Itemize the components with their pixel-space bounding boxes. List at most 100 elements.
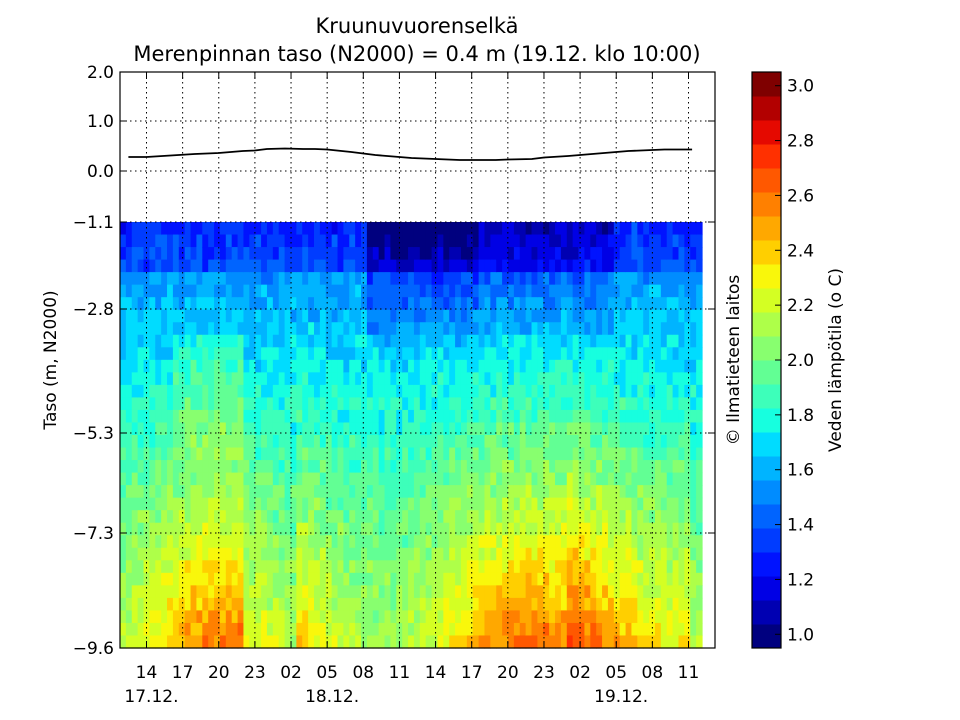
heatmap-cell bbox=[196, 234, 203, 248]
heatmap-cell bbox=[602, 359, 609, 373]
heatmap-cell bbox=[678, 610, 685, 624]
heatmap-cell bbox=[502, 522, 509, 536]
heatmap-cell bbox=[190, 497, 198, 511]
heatmap-cell bbox=[660, 309, 668, 323]
heatmap-cell bbox=[419, 234, 427, 248]
heatmap-cell bbox=[455, 334, 462, 348]
heatmap-cell bbox=[660, 522, 668, 536]
heatmap-cell bbox=[378, 422, 386, 436]
heatmap-cell bbox=[678, 284, 685, 298]
heatmap-cell bbox=[649, 622, 656, 637]
heatmap-cell bbox=[619, 397, 627, 411]
heatmap-cell bbox=[278, 309, 286, 323]
heatmap-cell bbox=[649, 347, 656, 361]
heatmap-cell bbox=[607, 384, 615, 399]
heatmap-cell bbox=[696, 409, 703, 424]
heatmap-cell bbox=[125, 522, 133, 536]
heatmap-cell bbox=[178, 384, 186, 399]
heatmap-cell bbox=[161, 322, 168, 336]
heatmap-cell bbox=[649, 460, 656, 474]
heatmap-cell bbox=[684, 234, 691, 248]
heatmap-cell bbox=[331, 447, 339, 461]
heatmap-cell bbox=[125, 560, 133, 574]
heatmap-cell bbox=[137, 510, 145, 524]
heatmap-cell bbox=[637, 347, 644, 361]
heatmap-cell bbox=[684, 522, 691, 536]
heatmap-cell bbox=[566, 435, 574, 449]
heatmap-cell bbox=[672, 309, 680, 323]
heatmap-cell bbox=[449, 322, 456, 336]
heatmap-cell bbox=[343, 522, 350, 536]
heatmap-cell bbox=[590, 510, 597, 524]
heatmap-cell bbox=[202, 309, 209, 323]
heatmap-cell bbox=[678, 247, 685, 261]
heatmap-cell bbox=[596, 297, 603, 311]
heatmap-cell bbox=[584, 435, 591, 449]
heatmap-cell bbox=[402, 622, 409, 637]
heatmap-cell bbox=[243, 572, 250, 586]
heatmap-cell bbox=[584, 334, 591, 348]
heatmap-cell bbox=[596, 309, 603, 323]
heatmap-cell bbox=[337, 522, 344, 536]
heatmap-cell bbox=[202, 585, 209, 599]
heatmap-cell bbox=[408, 447, 415, 461]
heatmap-cell bbox=[478, 322, 486, 336]
heatmap-cell bbox=[131, 597, 139, 612]
heatmap-cell bbox=[490, 322, 497, 336]
heatmap-cell bbox=[543, 272, 550, 286]
heatmap-cell bbox=[413, 297, 421, 311]
heatmap-cell bbox=[666, 259, 674, 273]
heatmap-cell bbox=[654, 622, 662, 637]
heatmap-cell bbox=[460, 435, 468, 449]
heatmap-cell bbox=[496, 222, 503, 236]
heatmap-cell bbox=[584, 347, 591, 361]
heatmap-cell bbox=[472, 635, 480, 649]
heatmap-cell bbox=[537, 272, 544, 286]
heatmap-cell bbox=[331, 522, 339, 536]
heatmap-cell bbox=[602, 585, 609, 599]
heatmap-cell bbox=[449, 472, 456, 486]
heatmap-cell bbox=[272, 384, 280, 399]
heatmap-cell bbox=[684, 334, 691, 348]
heatmap-cell bbox=[349, 397, 356, 411]
heatmap-cell bbox=[266, 247, 274, 261]
heatmap-cell bbox=[654, 472, 662, 486]
heatmap-cell bbox=[214, 635, 221, 649]
heatmap-cell bbox=[120, 409, 127, 424]
heatmap-cell bbox=[419, 435, 427, 449]
heatmap-cell bbox=[325, 510, 333, 524]
heatmap-cell bbox=[143, 272, 150, 286]
heatmap-cell bbox=[602, 497, 609, 511]
heatmap-cell bbox=[684, 535, 691, 549]
heatmap-cell bbox=[167, 422, 174, 436]
heatmap-cell bbox=[437, 610, 444, 624]
heatmap-cell bbox=[431, 510, 439, 524]
heatmap-cell bbox=[284, 297, 292, 311]
heatmap-cell bbox=[590, 585, 597, 599]
heatmap-cell bbox=[302, 635, 309, 649]
heatmap-cell bbox=[613, 522, 621, 536]
heatmap-cell bbox=[396, 485, 403, 499]
heatmap-cell bbox=[143, 309, 150, 323]
heatmap-cell bbox=[472, 460, 480, 474]
heatmap-cell bbox=[566, 472, 574, 486]
heatmap-cell bbox=[178, 572, 186, 586]
heatmap-cell bbox=[543, 359, 550, 373]
heatmap-cell bbox=[508, 497, 515, 511]
heatmap-cell bbox=[578, 397, 586, 411]
heatmap-cell bbox=[519, 522, 527, 536]
heatmap-cell bbox=[555, 284, 562, 298]
heatmap-cell bbox=[496, 497, 503, 511]
heatmap-cell bbox=[478, 572, 486, 586]
heatmap-cell bbox=[590, 309, 597, 323]
heatmap-cell bbox=[237, 247, 245, 261]
heatmap-cell bbox=[690, 472, 697, 486]
heatmap-cell bbox=[525, 372, 533, 386]
heatmap-cell bbox=[555, 247, 562, 261]
heatmap-cell bbox=[278, 347, 286, 361]
heatmap-cell bbox=[596, 222, 603, 236]
heatmap-cell bbox=[172, 297, 180, 311]
heatmap-cell bbox=[249, 284, 256, 298]
heatmap-cell bbox=[378, 347, 386, 361]
heatmap-cell bbox=[649, 447, 656, 461]
